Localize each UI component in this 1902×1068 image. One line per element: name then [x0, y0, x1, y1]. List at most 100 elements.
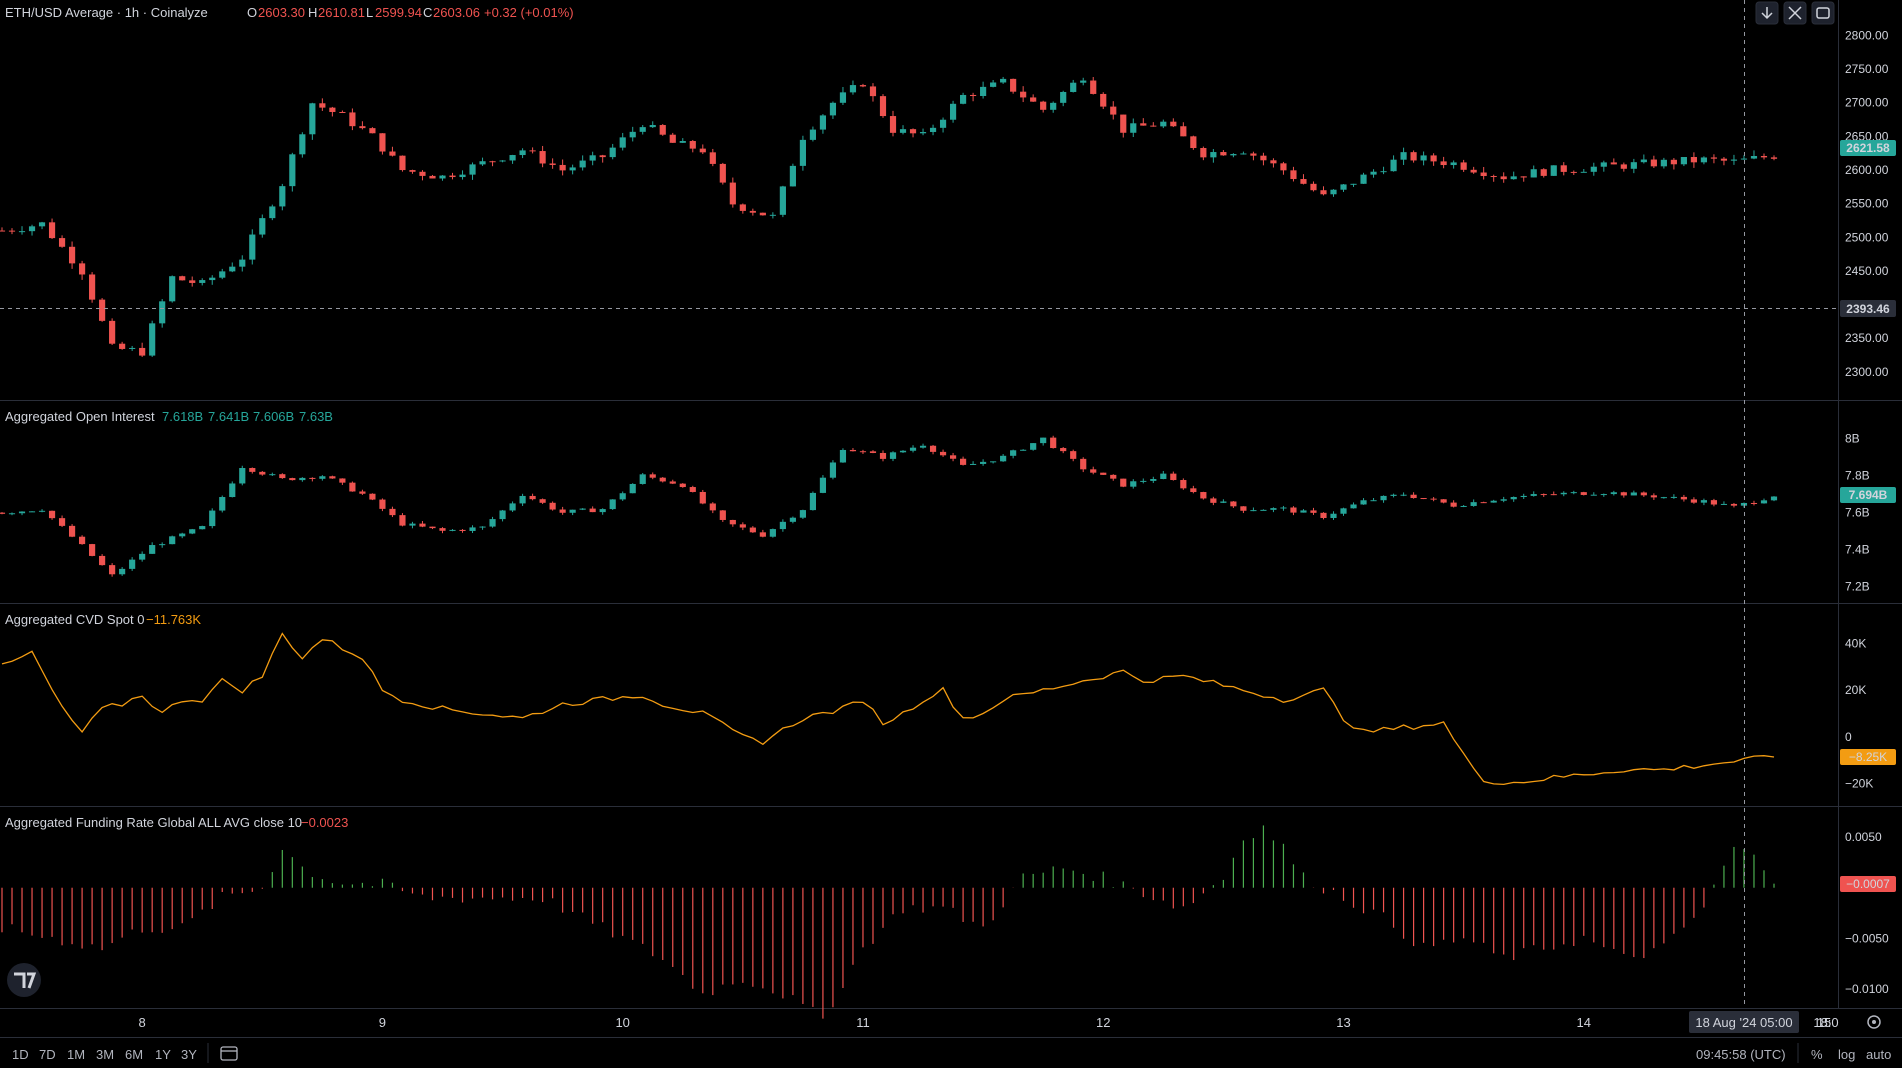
oi-candle: [799, 510, 806, 518]
price-candle: [1460, 162, 1467, 170]
oi-candle: [0, 512, 6, 514]
oi-tick-label: 7.2B: [1845, 580, 1870, 594]
price-candle: [169, 276, 176, 302]
oi-candle: [1130, 481, 1137, 487]
range-6m-button[interactable]: 6M: [125, 1047, 143, 1062]
price-candle: [1020, 91, 1027, 98]
price-candle: [789, 165, 796, 187]
price-candle: [1060, 91, 1067, 103]
price-candle: [659, 125, 666, 135]
price-candle: [459, 174, 466, 178]
range-7d-button[interactable]: 7D: [39, 1047, 56, 1062]
price-tick-label: 2700.00: [1845, 96, 1889, 110]
oi-candle: [1010, 450, 1017, 456]
oi-candle: [709, 503, 716, 511]
price-candle: [329, 107, 336, 112]
range-3m-button[interactable]: 3M: [96, 1047, 114, 1062]
price-candle: [990, 82, 997, 87]
oi-candle: [1720, 503, 1728, 505]
price-candle: [379, 133, 386, 152]
price-candles: [0, 76, 1778, 357]
price-tick-label: 2600.00: [1845, 163, 1889, 177]
oi-candle: [289, 478, 296, 481]
arrow-down-icon: [1761, 7, 1773, 20]
range-1m-button[interactable]: 1M: [67, 1047, 85, 1062]
oi-candle: [839, 449, 847, 463]
price-y-axis[interactable]: 2800.00 2750.00 2700.00 2650.00 2600.00 2550.…: [1845, 28, 1889, 378]
open-value: 2603.30: [258, 5, 305, 20]
cvd-value: −11.763K: [146, 612, 201, 627]
funding-last-badge: −0.0007: [1840, 876, 1896, 892]
cvd-y-axis[interactable]: 40K 20K 0 −20K: [1845, 636, 1873, 790]
x-tick-label: 8: [139, 1015, 146, 1030]
price-candle: [0, 230, 6, 232]
oi-candle: [1290, 507, 1297, 513]
oi-candle: [8, 513, 16, 515]
restore-button[interactable]: [1811, 1, 1835, 25]
price-candle: [1620, 164, 1627, 169]
auto-toggle[interactable]: auto: [1866, 1047, 1891, 1062]
price-candle: [599, 155, 606, 158]
oi-tick-label: 7.8B: [1845, 469, 1870, 483]
oi-candle: [1670, 496, 1677, 498]
x-tick-label: 15: [1817, 1015, 1831, 1030]
oi-candle: [1450, 502, 1457, 507]
oi-candle: [159, 544, 166, 546]
oi-value-3: 7.606B: [253, 409, 294, 424]
price-candle: [1520, 176, 1527, 178]
price-tick-label: 2550.00: [1845, 197, 1889, 211]
oi-y-axis[interactable]: 8B 7.8B 7.6B 7.4B 7.2B: [1845, 432, 1870, 594]
price-tick-label: 2450.00: [1845, 264, 1889, 278]
move-down-button[interactable]: [1755, 1, 1779, 25]
settings-button[interactable]: [1867, 1015, 1881, 1029]
oi-candle: [449, 529, 456, 531]
oi-candle: [729, 519, 736, 525]
oi-candle: [1470, 502, 1477, 506]
oi-candle: [1380, 495, 1387, 501]
price-candle: [839, 92, 847, 103]
log-toggle[interactable]: log: [1838, 1047, 1855, 1062]
percent-toggle[interactable]: %: [1811, 1047, 1823, 1062]
oi-candle: [919, 445, 927, 448]
price-candle: [619, 137, 626, 148]
price-candle: [48, 222, 56, 239]
oi-candle: [719, 510, 726, 520]
price-candle: [980, 86, 987, 97]
range-1y-button[interactable]: 1Y: [155, 1047, 171, 1062]
price-candle: [199, 280, 206, 283]
oi-candle: [809, 492, 817, 511]
range-1d-button[interactable]: 1D: [12, 1047, 29, 1062]
x-crosshair-badge: 18 Aug '24 05:00: [1689, 1011, 1799, 1033]
oi-candle: [829, 462, 837, 478]
maximize-button[interactable]: [1783, 1, 1807, 25]
oi-tick-label: 7.4B: [1845, 543, 1870, 557]
oi-candle: [990, 461, 997, 463]
oi-candle: [1300, 510, 1307, 513]
oi-candle: [319, 476, 326, 479]
price-candle: [1480, 172, 1487, 177]
price-candle: [1200, 148, 1207, 158]
x-axis[interactable]: 89101112131415161718:0: [139, 1015, 1902, 1030]
price-candle: [179, 276, 186, 281]
price-candle: [1700, 157, 1708, 163]
price-candle: [1690, 157, 1697, 163]
oi-candle: [869, 451, 877, 453]
price-candle: [249, 234, 256, 260]
tradingview-logo[interactable]: [7, 963, 41, 997]
price-candle: [68, 246, 76, 264]
price-candle: [489, 161, 496, 163]
price-candle: [809, 129, 817, 140]
price-candle: [219, 271, 226, 278]
goto-date-button[interactable]: [220, 1046, 238, 1061]
price-candle: [1010, 78, 1017, 92]
oi-candle: [1660, 497, 1667, 499]
price-candle: [1210, 152, 1217, 158]
clock-time[interactable]: 09:45:58 (UTC): [1696, 1047, 1786, 1062]
oi-candle: [1610, 492, 1617, 495]
range-3y-button[interactable]: 3Y: [181, 1047, 197, 1062]
price-candle: [1610, 162, 1617, 165]
funding-last-value: −0.0007: [1846, 877, 1890, 891]
oi-candle: [179, 533, 186, 537]
price-candle: [1450, 162, 1457, 166]
